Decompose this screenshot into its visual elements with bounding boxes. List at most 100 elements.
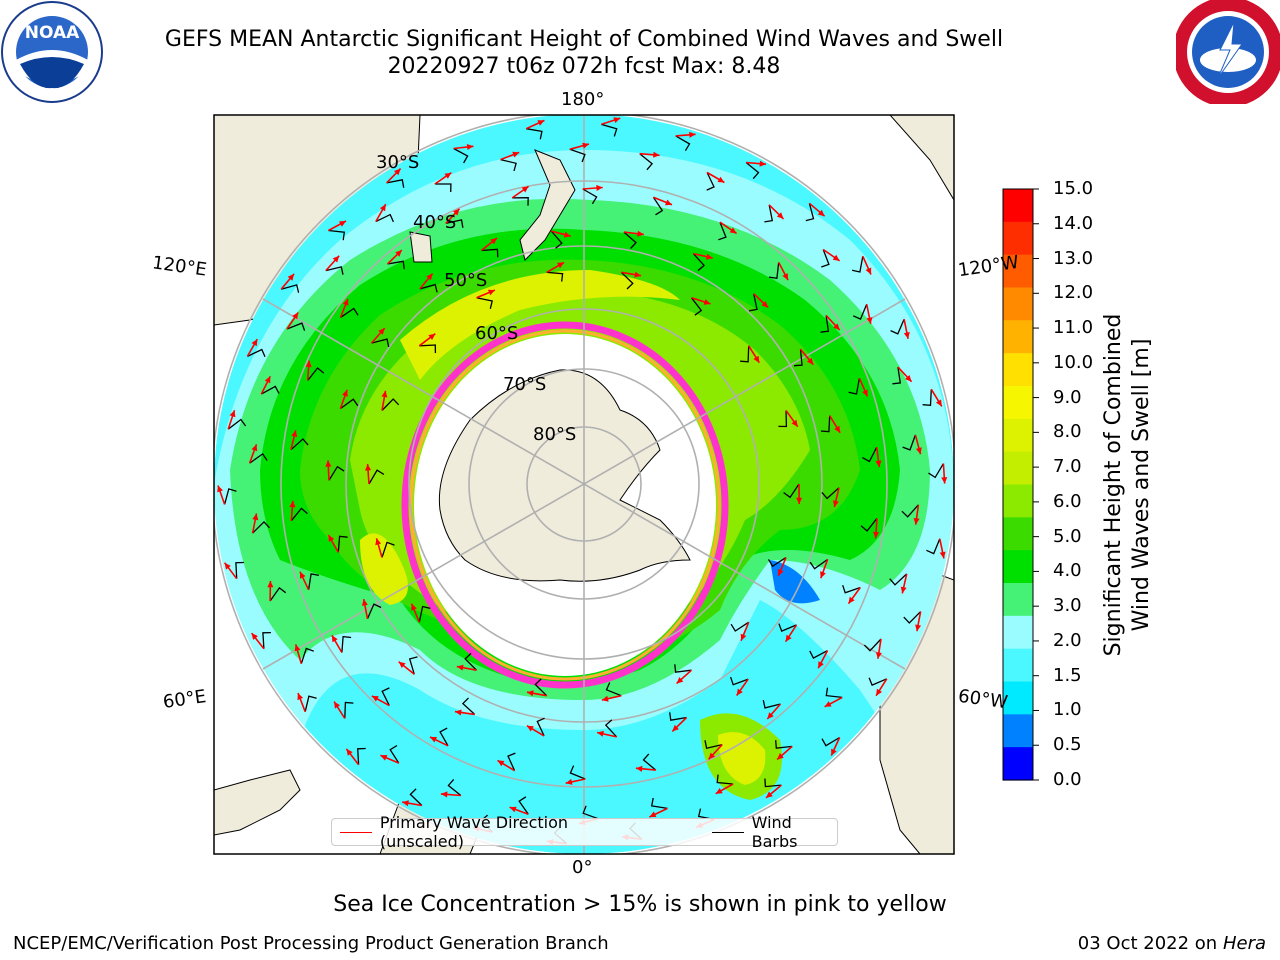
wave-arrow-head bbox=[634, 271, 641, 278]
wind-barb bbox=[569, 765, 586, 780]
wind-barb bbox=[300, 647, 315, 664]
wave-arrow-head bbox=[875, 460, 882, 468]
wave-arrow-head bbox=[398, 661, 406, 668]
colorbar-label-line1: Significant Height of Combined bbox=[1101, 313, 1126, 657]
wave-direction-legend-label: Primary Wave Direction (unscaled) bbox=[379, 813, 569, 851]
wind-barb bbox=[821, 487, 840, 500]
wave-arrow-head bbox=[339, 221, 346, 227]
wave-arrow-head bbox=[379, 204, 386, 212]
wave-arrow-head bbox=[833, 323, 840, 331]
wind-barb bbox=[247, 348, 266, 358]
wind-barb bbox=[805, 203, 815, 222]
wind-barb bbox=[340, 398, 359, 410]
wave-direction-legend-line bbox=[340, 831, 372, 833]
wave-arrow-head bbox=[832, 254, 840, 261]
sea-ice-edge bbox=[401, 321, 729, 689]
wave-arrow-head bbox=[766, 791, 773, 798]
wave-arrow-head bbox=[342, 389, 348, 397]
wave-arrow-head bbox=[297, 693, 304, 701]
wind-barb bbox=[775, 740, 793, 749]
wind-barb bbox=[328, 465, 345, 481]
wave-arrow-head bbox=[939, 551, 946, 559]
wind-barb bbox=[582, 805, 599, 820]
wind-barb bbox=[434, 183, 452, 193]
wind-barb bbox=[269, 586, 287, 602]
wind-barb bbox=[340, 307, 359, 318]
wave-arrow-head bbox=[292, 312, 299, 320]
wind-barb bbox=[892, 366, 902, 385]
wind-barb bbox=[227, 418, 247, 430]
colorbar-tick-label: 0.0 bbox=[1053, 769, 1082, 790]
colorbar-segment bbox=[1003, 714, 1033, 748]
new-zealand-land bbox=[519, 149, 576, 261]
colorbar-segment bbox=[1003, 320, 1033, 354]
wind-barb bbox=[821, 249, 830, 268]
wind-barb bbox=[419, 283, 438, 293]
wind-barb bbox=[928, 463, 944, 479]
wind-barb bbox=[890, 318, 905, 335]
wind-barb bbox=[842, 584, 861, 594]
wave-arrow-head bbox=[782, 273, 788, 281]
wind-barb bbox=[778, 623, 797, 632]
wave-arrow-head bbox=[217, 485, 223, 493]
wind-barb bbox=[439, 727, 449, 747]
wind-barb bbox=[328, 229, 346, 241]
wind-barb bbox=[745, 161, 760, 180]
wave-arrow-head bbox=[456, 664, 464, 671]
wind-barb bbox=[821, 736, 840, 747]
wind-barb bbox=[260, 385, 280, 395]
wind-barb bbox=[368, 469, 385, 485]
wave-arrow-head bbox=[521, 186, 529, 193]
lon-label-180: 180° bbox=[561, 89, 605, 110]
wave-arrow-head bbox=[509, 806, 517, 813]
wave-arrow-head bbox=[729, 227, 737, 234]
wave-arrow-head bbox=[753, 355, 760, 363]
wave-arrow-head bbox=[705, 253, 713, 260]
wave-arrow-head bbox=[444, 172, 452, 179]
wave-arrow-head bbox=[291, 430, 298, 438]
wave-arrow-head bbox=[300, 571, 306, 579]
colorbar-tick-label: 1.0 bbox=[1053, 699, 1082, 721]
wave-arrow-head bbox=[380, 755, 388, 761]
colorbar-frame bbox=[1002, 188, 1034, 781]
colorbar-segment bbox=[1003, 747, 1033, 781]
wave-arrow-head bbox=[865, 267, 872, 275]
colorbar-label-line2: Wind Waves and Swell [m] bbox=[1129, 338, 1154, 632]
wave-arrow-head bbox=[676, 677, 684, 684]
noaa-logo-text: NOAA bbox=[25, 23, 80, 43]
band-7-8m-west bbox=[360, 533, 408, 605]
footer-credit: NCEP/EMC/Verification Post Processing Pr… bbox=[13, 933, 609, 954]
wave-arrow-head bbox=[834, 425, 841, 433]
wind-barb bbox=[223, 488, 237, 505]
north-pacific-land bbox=[889, 115, 954, 201]
wave-arrow-head bbox=[637, 230, 644, 237]
wind-barb bbox=[381, 687, 390, 706]
wave-arrow-head bbox=[371, 695, 379, 702]
wave-arrow-head bbox=[818, 661, 824, 669]
wave-arrow-head bbox=[287, 273, 295, 281]
wind-barb bbox=[764, 778, 782, 788]
wind-barb bbox=[767, 556, 787, 568]
colorbar-segment bbox=[1003, 254, 1033, 289]
colorbar-segment bbox=[1003, 648, 1033, 683]
colorbar-tick-label: 8.0 bbox=[1053, 421, 1082, 443]
wave-arrow-head bbox=[454, 709, 462, 716]
wind-barb-legend-label: Wind Barbs bbox=[751, 813, 798, 851]
colorbar-tick-label: 6.0 bbox=[1053, 490, 1082, 512]
wind-barb bbox=[868, 677, 888, 686]
wave-arrow-head bbox=[251, 633, 258, 640]
wave-arrow-head bbox=[915, 447, 922, 455]
wind-barb bbox=[768, 262, 780, 280]
wave-arrow-head bbox=[251, 444, 258, 452]
wave-arrow-head bbox=[832, 500, 839, 508]
wind-barb bbox=[419, 344, 437, 354]
colorbar-tick-label: 4.0 bbox=[1053, 560, 1082, 582]
colorbar-segment bbox=[1003, 386, 1033, 420]
wind-barb bbox=[730, 621, 750, 632]
africa-land bbox=[214, 769, 301, 836]
colorbar-segment bbox=[1003, 517, 1033, 551]
wave-arrow-head bbox=[426, 273, 433, 281]
wind-barb bbox=[863, 638, 882, 652]
nws-logo bbox=[1176, 0, 1280, 104]
wind-barb bbox=[762, 699, 781, 709]
